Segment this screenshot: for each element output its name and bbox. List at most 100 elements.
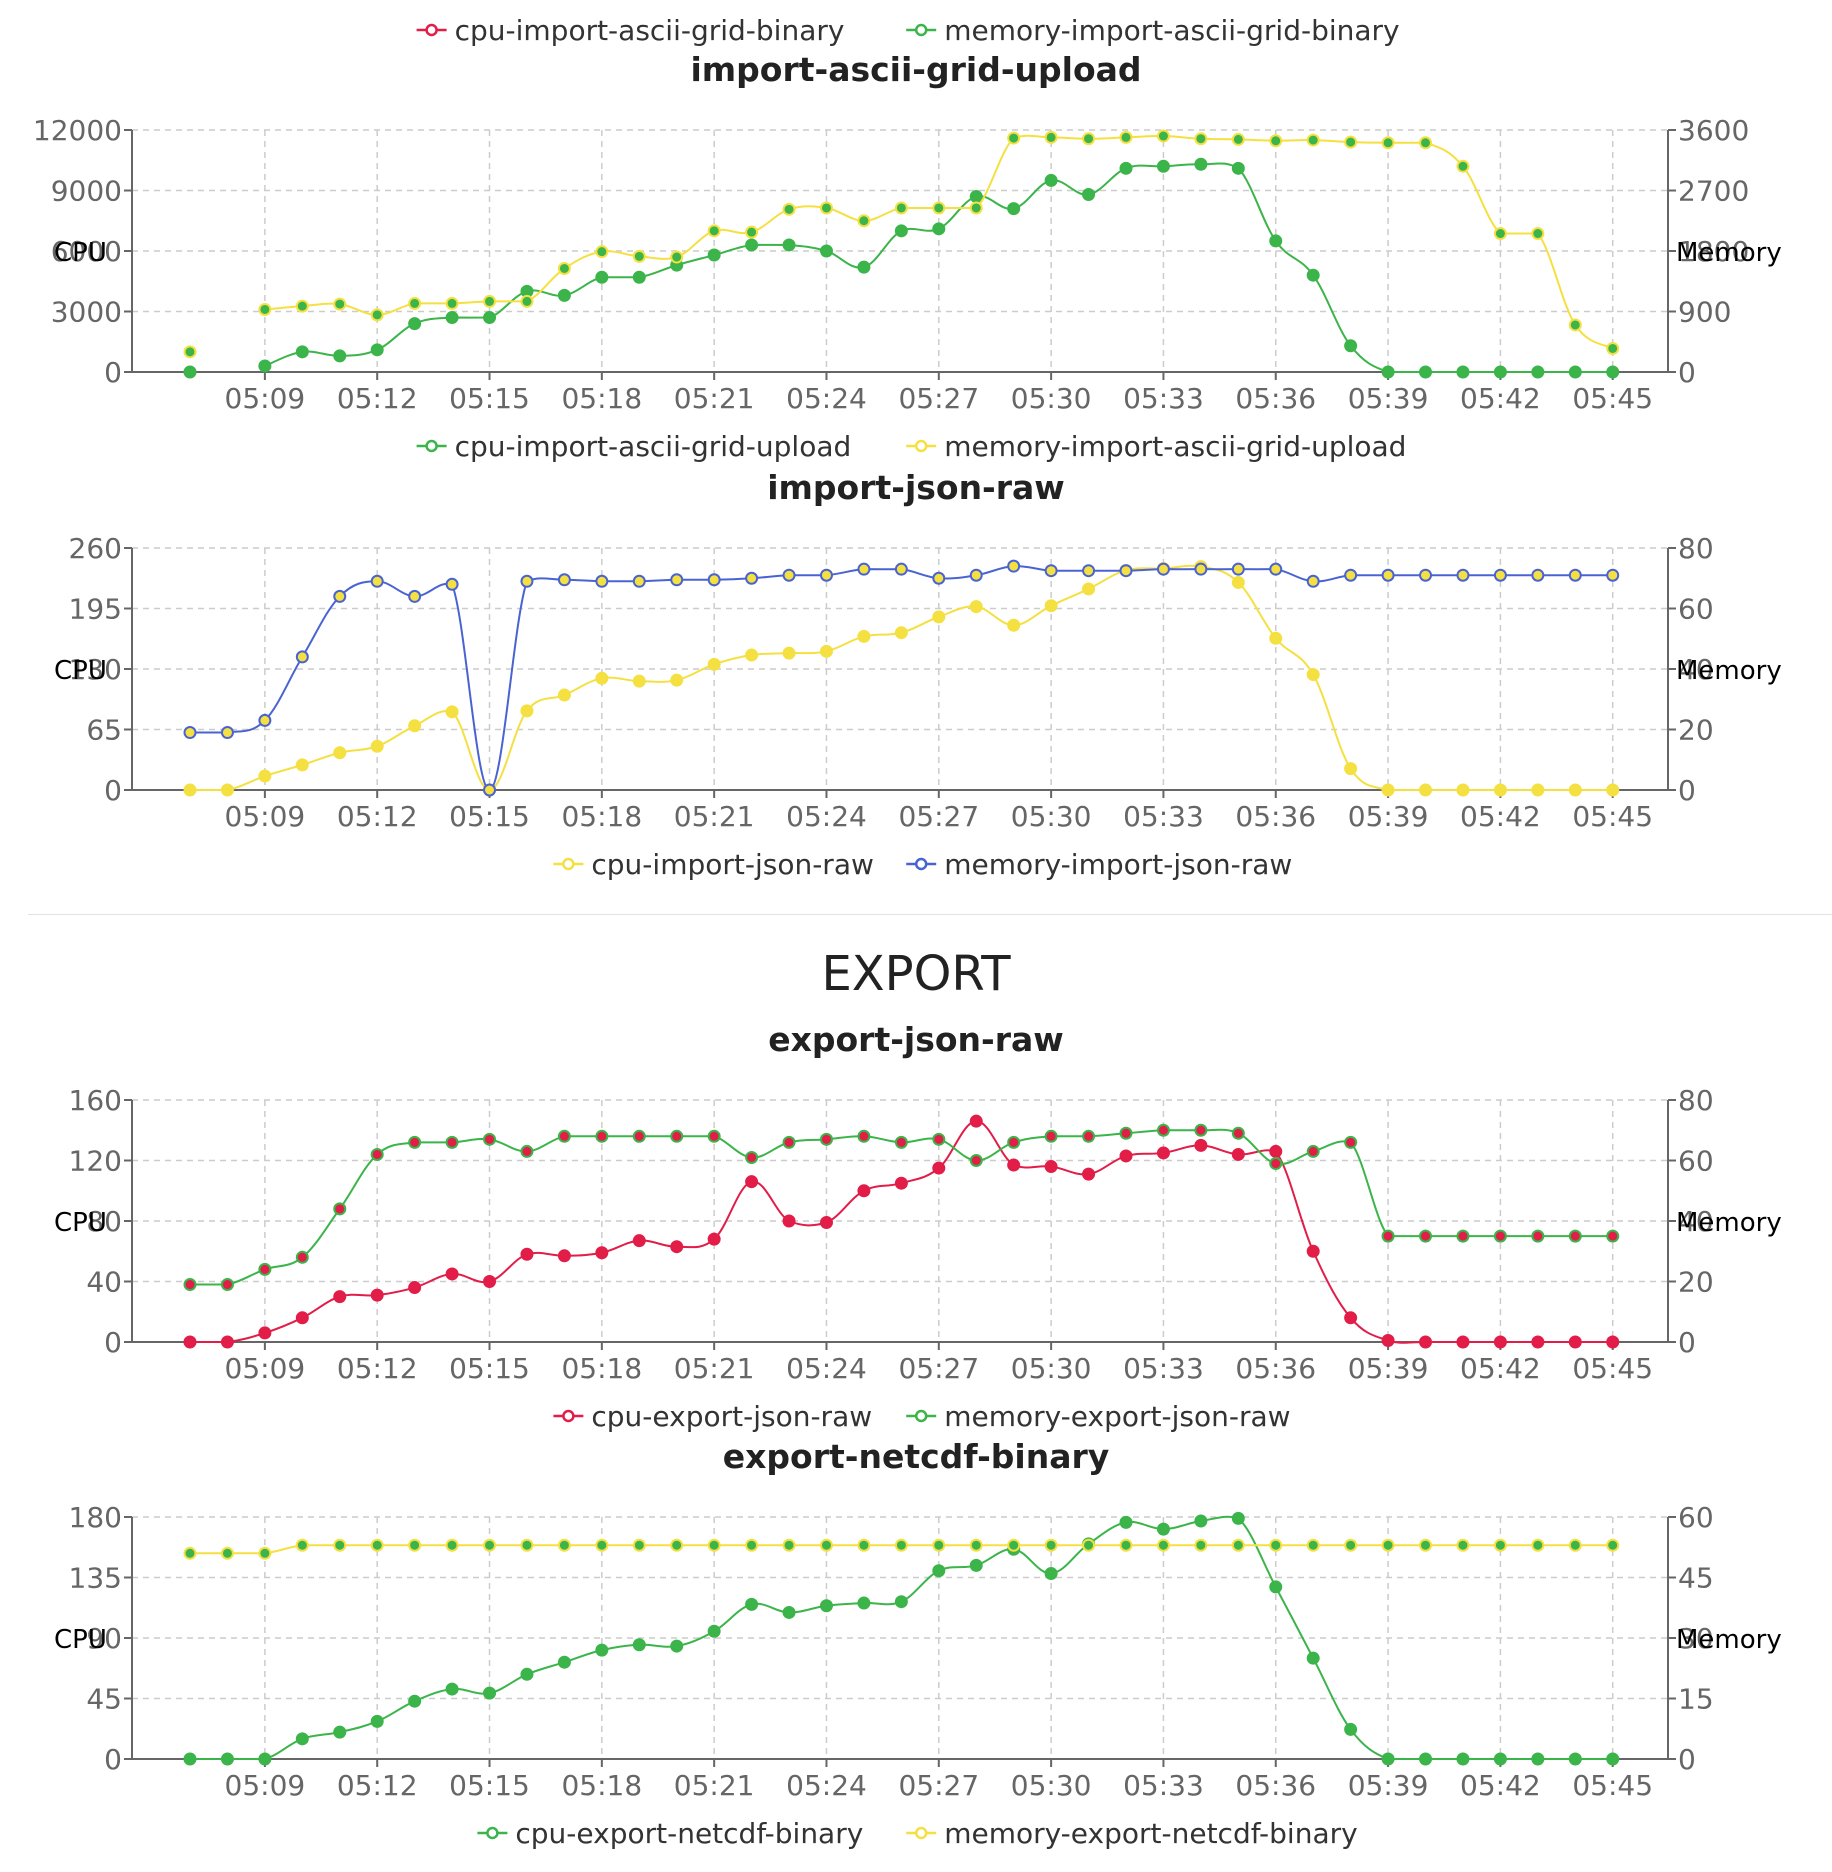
data-point (1156, 129, 1170, 143)
data-point (1531, 1752, 1545, 1766)
data-point (445, 1538, 459, 1552)
data-point (1082, 564, 1096, 578)
data-point (370, 739, 384, 753)
data-point (408, 719, 422, 733)
data-point (445, 1682, 459, 1696)
data-point (969, 1114, 983, 1128)
chart-title-export-json-raw: export-json-raw (768, 1020, 1064, 1059)
data-point (333, 746, 347, 760)
legend-item: memory-export-netcdf-binary (906, 1817, 1358, 1850)
legend-item: cpu-import-ascii-grid-binary (416, 14, 844, 47)
data-point (894, 1595, 908, 1609)
series-line (189, 565, 1613, 792)
data-point (1306, 1538, 1320, 1552)
x-tick-label: 05:42 (1460, 1769, 1541, 1802)
data-point (1568, 1538, 1582, 1552)
data-point (183, 1278, 197, 1292)
data-point (408, 1281, 422, 1295)
x-tick-label: 05:09 (225, 800, 306, 833)
data-point (557, 1655, 571, 1669)
x-tick-label: 05:42 (1460, 382, 1541, 415)
data-point (1381, 1752, 1395, 1766)
y-tick-label-right: 3600 (1678, 114, 1749, 147)
x-tick-label: 05:15 (449, 382, 530, 415)
data-point (520, 1667, 534, 1681)
legend-label: memory-export-netcdf-binary (944, 1817, 1357, 1850)
data-point (1606, 783, 1620, 797)
x-tick-label: 05:36 (1235, 382, 1316, 415)
data-point (258, 302, 272, 316)
data-point (707, 248, 721, 262)
data-point (857, 629, 871, 643)
data-point (1119, 1126, 1133, 1140)
data-point (1194, 157, 1208, 171)
data-point (1231, 1147, 1245, 1161)
data-point (857, 1596, 871, 1610)
data-point (670, 1129, 684, 1143)
data-point (183, 726, 197, 740)
series-memory-export-json-raw (183, 1123, 1620, 1292)
data-point (819, 201, 833, 215)
data-point (295, 345, 309, 359)
data-point (370, 1538, 384, 1552)
data-point (969, 1538, 983, 1552)
data-point (1456, 159, 1470, 173)
legend-item: memory-import-ascii-grid-binary (906, 14, 1400, 47)
data-point (632, 1638, 646, 1652)
data-point (1269, 1144, 1283, 1158)
legend-label: memory-import-ascii-grid-upload (944, 430, 1406, 463)
data-point (258, 769, 272, 783)
data-point (1306, 133, 1320, 147)
data-point (857, 214, 871, 228)
y-tick-label-left: 3000 (51, 296, 122, 329)
legend-marker-icon (562, 857, 575, 871)
data-point (1082, 1129, 1096, 1143)
legend-label: memory-import-ascii-grid-binary (944, 14, 1399, 47)
data-point (1269, 1157, 1283, 1171)
legend-label: cpu-export-netcdf-binary (515, 1817, 863, 1850)
data-point (595, 245, 609, 259)
y-tick-label-left: 6000 (51, 235, 122, 268)
data-point (1044, 1129, 1058, 1143)
x-tick-label: 05:33 (1123, 382, 1204, 415)
data-point (1082, 582, 1096, 596)
series-memory-import-json-raw (183, 559, 1620, 797)
data-point (595, 270, 609, 284)
y-tick-label-left: 120 (69, 1145, 122, 1178)
legend-marker-icon (914, 1826, 928, 1840)
legend-item: cpu-export-netcdf-binary (477, 1817, 863, 1850)
data-point (220, 1752, 234, 1766)
data-point (670, 1639, 684, 1653)
data-point (183, 1546, 197, 1560)
data-point (1119, 1515, 1133, 1529)
data-point (745, 571, 759, 585)
data-point (1231, 1126, 1245, 1140)
data-point (707, 224, 721, 238)
chart-export-json-raw: 0 40 80 120 160 0 20 40 60 80 05:09 05:12 05:15 05:18… (54, 1084, 1782, 1433)
data-point (1419, 1538, 1433, 1552)
data-point (295, 299, 309, 313)
data-point (894, 1538, 908, 1552)
data-point (258, 1326, 272, 1340)
y-tick-label-right: 40 (1678, 1205, 1714, 1238)
data-point (1344, 1135, 1358, 1149)
x-tick-label: 05:33 (1123, 1352, 1204, 1385)
data-point (220, 726, 234, 740)
data-point (557, 1129, 571, 1143)
data-point (745, 1175, 759, 1189)
data-point (183, 1335, 197, 1349)
x-tick-label: 05:36 (1235, 1352, 1316, 1385)
data-point (1568, 318, 1582, 332)
data-point (1568, 1752, 1582, 1766)
data-point (1606, 568, 1620, 582)
data-point (819, 244, 833, 258)
data-point (220, 1335, 234, 1349)
data-point (894, 1135, 908, 1149)
data-point (1381, 783, 1395, 797)
series-cpu-export-netcdf-binary (183, 1511, 1620, 1766)
data-point (483, 1132, 497, 1146)
data-point (1381, 136, 1395, 150)
data-point (1082, 132, 1096, 146)
legend-marker-icon (425, 439, 438, 453)
legend-item: memory-import-ascii-grid-upload (906, 430, 1406, 463)
